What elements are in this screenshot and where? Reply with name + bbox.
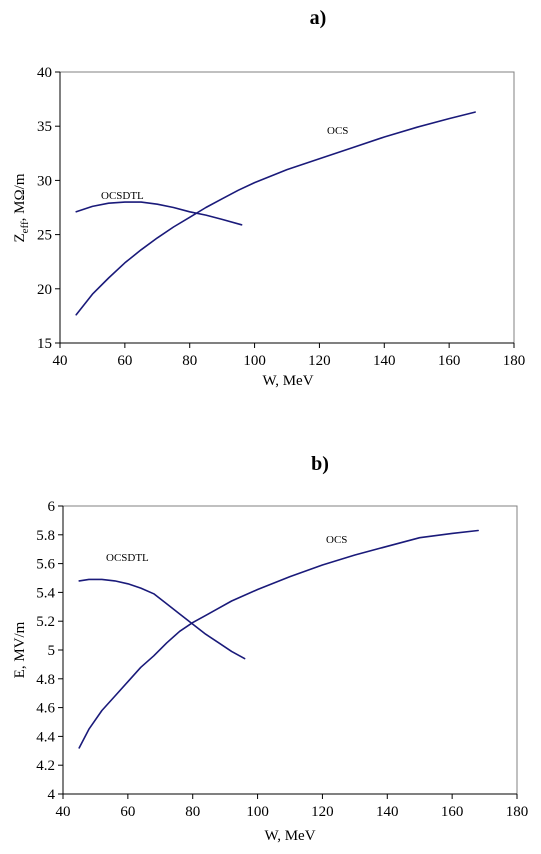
series-b xyxy=(78,529,479,749)
x-axis-title-a: W, MeV xyxy=(262,373,313,389)
series-line-ocsdtl xyxy=(75,201,243,226)
x-tick-label: 120 xyxy=(308,353,331,369)
series-line-ocsdtl xyxy=(78,578,246,660)
y-axis-title-rest-a: , MΩ/m xyxy=(12,173,28,221)
x-tick-label: 100 xyxy=(243,353,266,369)
panel-label-a: a) xyxy=(310,7,327,29)
series-a xyxy=(75,111,476,316)
y-axis-title-main-b: E, MV/m xyxy=(12,621,28,678)
x-tick-label: 60 xyxy=(117,353,132,369)
x-tick-label: 160 xyxy=(438,353,461,369)
x-tick-label: 40 xyxy=(56,804,71,820)
y-tick-label: 35 xyxy=(37,119,52,135)
y-tick-label: 5.2 xyxy=(36,614,55,630)
x-tick-label: 180 xyxy=(506,804,529,820)
y-axis-title-main-a: Z xyxy=(12,233,28,242)
y-tick-label: 5.4 xyxy=(36,585,55,601)
y-tick-label: 4.2 xyxy=(36,758,55,774)
x-tick-label: 180 xyxy=(503,353,526,369)
y-tick-label: 4.4 xyxy=(36,729,55,745)
y-tick-label: 4.6 xyxy=(36,701,55,717)
x-tick-label: 80 xyxy=(182,353,197,369)
y-tick-label: 20 xyxy=(37,282,52,298)
x-tick-label: 100 xyxy=(246,804,269,820)
panel-label-b: b) xyxy=(311,453,329,475)
y-axis-title-sub-a: eff xyxy=(19,221,31,233)
y-tick-label: 5 xyxy=(48,643,56,659)
x-tick-label: 120 xyxy=(311,804,334,820)
curve-label-ocs-a: OCS xyxy=(327,125,348,137)
curve-label-ocsdtl-b: OCSDTL xyxy=(106,552,149,564)
y-tick-label: 4.8 xyxy=(36,672,55,688)
y-tick-label: 15 xyxy=(37,336,52,352)
plot-frame-b xyxy=(62,505,518,795)
series-line-ocs xyxy=(78,529,479,749)
y-tick-label: 40 xyxy=(37,65,52,81)
plot-frame-a xyxy=(59,71,515,344)
y-axis-title-b: E, MV/m xyxy=(12,621,28,678)
x-tick-label: 80 xyxy=(185,804,200,820)
y-tick-label: 30 xyxy=(37,173,52,189)
x-axis-title-b: W, MeV xyxy=(264,828,315,844)
y-tick-label: 5.8 xyxy=(36,528,55,544)
x-tick-label: 140 xyxy=(376,804,399,820)
y-tick-label: 4 xyxy=(48,787,56,803)
curve-label-ocsdtl-a: OCSDTL xyxy=(101,190,144,202)
y-tick-label: 5.6 xyxy=(36,557,55,573)
y-tick-label: 25 xyxy=(37,228,52,244)
y-axis-title-a: Zeff, MΩ/m xyxy=(12,173,31,242)
x-tick-label: 40 xyxy=(53,353,68,369)
series-line-ocs xyxy=(75,111,476,316)
x-tick-label: 140 xyxy=(373,353,396,369)
ticks-b: 40 60 80 100 120 140 160 180 4 4.2 4.4 4.6 4.8 5 5.2 5.… xyxy=(36,499,528,820)
x-tick-label: 60 xyxy=(120,804,135,820)
chart-panel-b: b) 40 60 80 100 120 140 160 180 4 4.2 4.4 4.6 4.8 5 5.… xyxy=(12,453,528,844)
ticks-a: 40 60 80 100 120 140 160 180 15 20 25 30 35 40 xyxy=(37,65,525,369)
chart-panel-a: a) 40 60 80 100 120 140 160 180 15 20 25 30 35 40 OCS… xyxy=(12,7,525,389)
x-tick-label: 160 xyxy=(441,804,464,820)
curve-label-ocs-b: OCS xyxy=(326,534,347,546)
y-tick-label: 6 xyxy=(48,499,56,515)
